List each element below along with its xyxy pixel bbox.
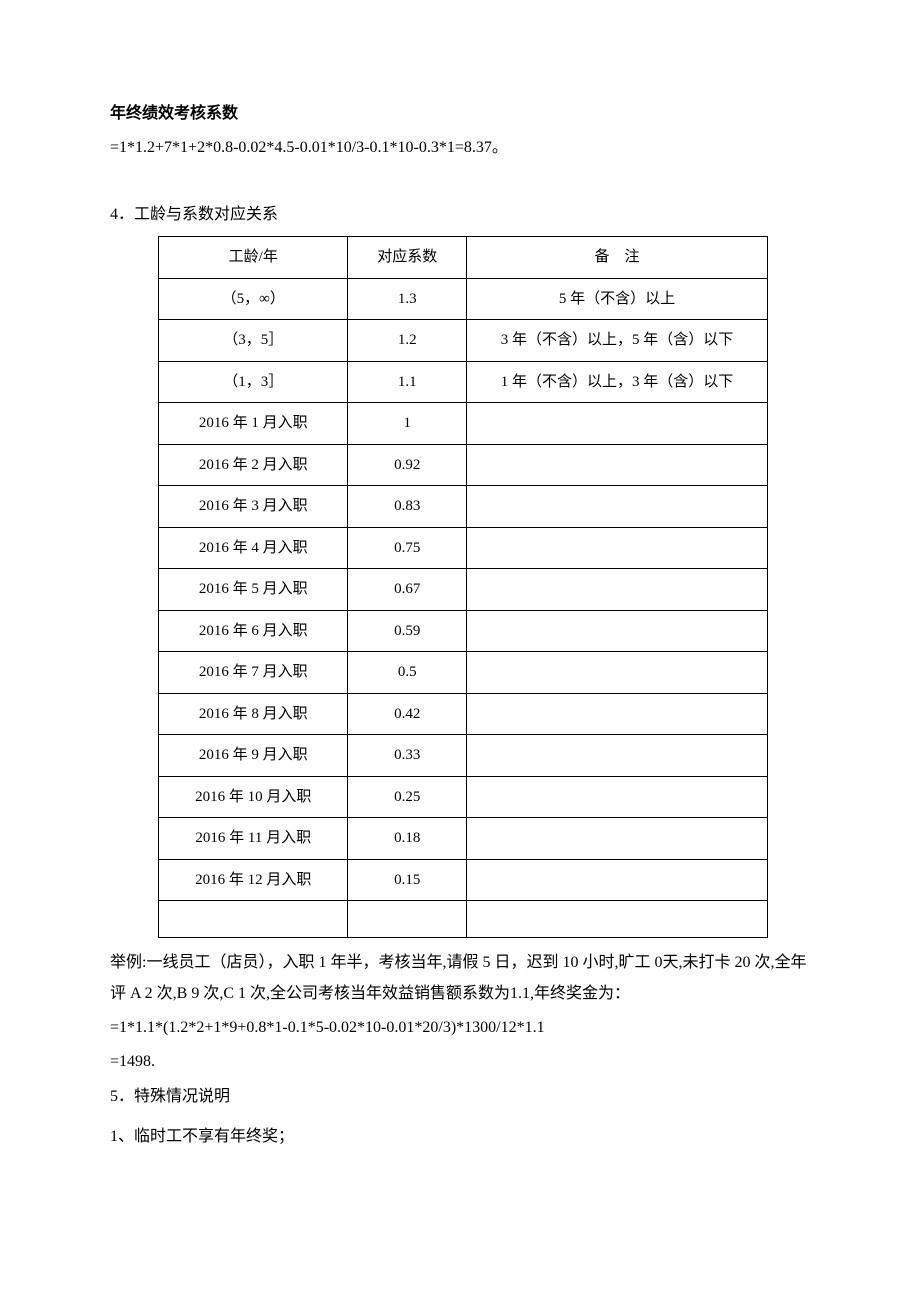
table-row: 2016 年 12 月入职0.15 bbox=[159, 859, 768, 901]
table-cell: 2016 年 8 月入职 bbox=[159, 693, 348, 735]
table-cell: 2016 年 12 月入职 bbox=[159, 859, 348, 901]
table-cell: 2016 年 11 月入职 bbox=[159, 818, 348, 860]
table-cell: 0.5 bbox=[348, 652, 467, 694]
table-cell bbox=[467, 444, 768, 486]
table-row: 2016 年 9 月入职0.33 bbox=[159, 735, 768, 777]
table-cell bbox=[467, 610, 768, 652]
table-cell: 0.75 bbox=[348, 527, 467, 569]
table-cell: 0.59 bbox=[348, 610, 467, 652]
example-result: =1498. bbox=[110, 1047, 810, 1077]
table-row: 2016 年 4 月入职0.75 bbox=[159, 527, 768, 569]
table-row: 2016 年 3 月入职0.83 bbox=[159, 486, 768, 528]
table-header: 对应系数 bbox=[348, 237, 467, 279]
table-header-row: 工龄/年 对应系数 备 注 bbox=[159, 237, 768, 279]
formula1: =1*1.2+7*1+2*0.8-0.02*4.5-0.01*10/3-0.1*… bbox=[110, 133, 810, 163]
table-cell: （5，∞） bbox=[159, 278, 348, 320]
table-header: 工龄/年 bbox=[159, 237, 348, 279]
table-row: 2016 年 5 月入职0.67 bbox=[159, 569, 768, 611]
table-cell bbox=[467, 693, 768, 735]
table-cell: 2016 年 6 月入职 bbox=[159, 610, 348, 652]
table-row: （3，5］1.23 年（不含）以上，5 年（含）以下 bbox=[159, 320, 768, 362]
table-row bbox=[159, 901, 768, 938]
table-cell bbox=[348, 901, 467, 938]
table-row: 2016 年 6 月入职0.59 bbox=[159, 610, 768, 652]
table-cell: 2016 年 2 月入职 bbox=[159, 444, 348, 486]
section5-heading: 5．特殊情况说明 bbox=[110, 1082, 810, 1112]
section4-heading: 4．工龄与系数对应关系 bbox=[110, 200, 810, 230]
table-cell: 2016 年 10 月入职 bbox=[159, 776, 348, 818]
table-cell: 0.15 bbox=[348, 859, 467, 901]
table-cell: 2016 年 5 月入职 bbox=[159, 569, 348, 611]
example-text-1: 举例:一线员工（店员），入职 1 年半，考核当年,请假 5 日，迟到 10 小时… bbox=[110, 948, 810, 1009]
table-cell: 2016 年 7 月入职 bbox=[159, 652, 348, 694]
title: 年终绩效考核系数 bbox=[110, 99, 810, 129]
table-cell: 2016 年 4 月入职 bbox=[159, 527, 348, 569]
table-cell: （3，5］ bbox=[159, 320, 348, 362]
table-cell: 0.18 bbox=[348, 818, 467, 860]
table-cell: 0.25 bbox=[348, 776, 467, 818]
table-cell: 1.3 bbox=[348, 278, 467, 320]
table-header: 备 注 bbox=[467, 237, 768, 279]
table-row: 2016 年 1 月入职1 bbox=[159, 403, 768, 445]
table-row: （1，3］1.11 年（不含）以上，3 年（含）以下 bbox=[159, 361, 768, 403]
table-row: 2016 年 7 月入职0.5 bbox=[159, 652, 768, 694]
table-cell bbox=[467, 818, 768, 860]
table-cell bbox=[467, 652, 768, 694]
table-cell: 0.83 bbox=[348, 486, 467, 528]
table-cell bbox=[467, 527, 768, 569]
table-cell: 1.2 bbox=[348, 320, 467, 362]
table-cell: 2016 年 9 月入职 bbox=[159, 735, 348, 777]
table-cell bbox=[467, 859, 768, 901]
table-cell bbox=[467, 486, 768, 528]
table-cell bbox=[467, 403, 768, 445]
tenure-coefficient-table: 工龄/年 对应系数 备 注 （5，∞）1.35 年（不含）以上（3，5］1.23… bbox=[158, 236, 768, 938]
table-cell: 0.33 bbox=[348, 735, 467, 777]
table-cell bbox=[467, 901, 768, 938]
item-1: 1、临时工不享有年终奖； bbox=[110, 1122, 810, 1152]
table-cell bbox=[467, 735, 768, 777]
table-row: 2016 年 10 月入职0.25 bbox=[159, 776, 768, 818]
table-cell bbox=[467, 776, 768, 818]
table-cell: （1，3］ bbox=[159, 361, 348, 403]
table-row: 2016 年 11 月入职0.18 bbox=[159, 818, 768, 860]
table-cell: 1.1 bbox=[348, 361, 467, 403]
table-row: 2016 年 8 月入职0.42 bbox=[159, 693, 768, 735]
table-cell: 3 年（不含）以上，5 年（含）以下 bbox=[467, 320, 768, 362]
table-row: （5，∞）1.35 年（不含）以上 bbox=[159, 278, 768, 320]
table-cell: 0.92 bbox=[348, 444, 467, 486]
table-cell bbox=[467, 569, 768, 611]
spacer bbox=[110, 168, 810, 196]
table-cell bbox=[159, 901, 348, 938]
table-cell: 0.67 bbox=[348, 569, 467, 611]
table-cell: 0.42 bbox=[348, 693, 467, 735]
table-cell: 1 bbox=[348, 403, 467, 445]
table-row: 2016 年 2 月入职0.92 bbox=[159, 444, 768, 486]
table-cell: 2016 年 3 月入职 bbox=[159, 486, 348, 528]
table-cell: 2016 年 1 月入职 bbox=[159, 403, 348, 445]
table-cell: 5 年（不含）以上 bbox=[467, 278, 768, 320]
table-cell: 1 年（不含）以上，3 年（含）以下 bbox=[467, 361, 768, 403]
example-formula: =1*1.1*(1.2*2+1*9+0.8*1-0.1*5-0.02*10-0.… bbox=[110, 1013, 810, 1043]
